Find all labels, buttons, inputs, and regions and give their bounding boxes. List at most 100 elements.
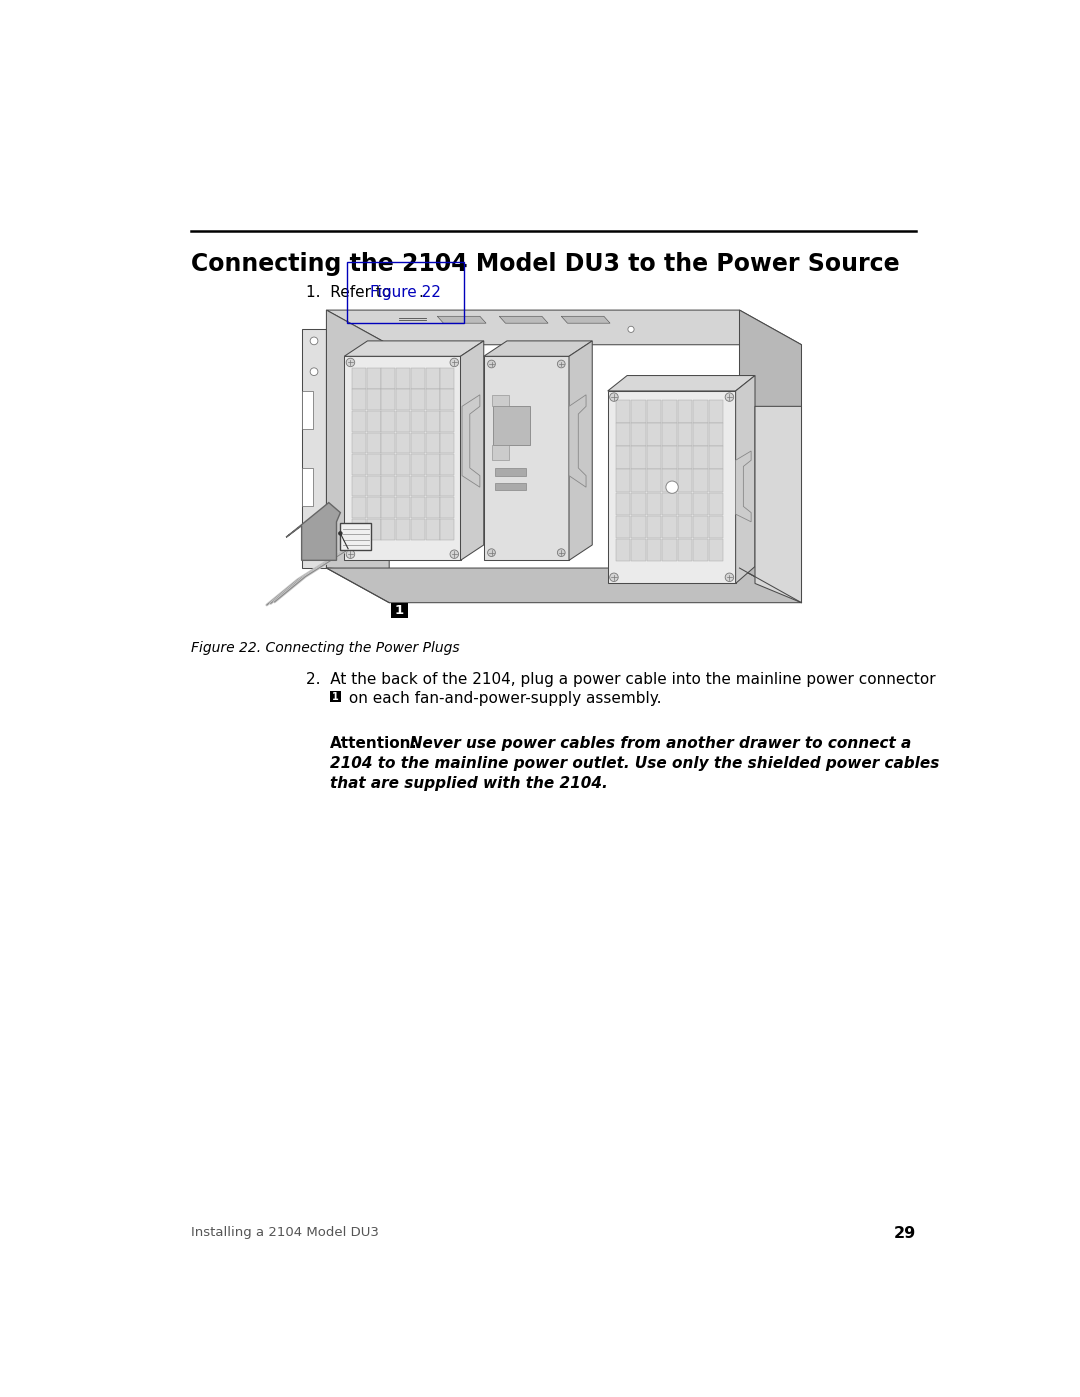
Polygon shape	[735, 376, 755, 584]
Circle shape	[347, 358, 354, 366]
Circle shape	[488, 549, 496, 556]
Bar	[410, 475, 424, 496]
Bar	[662, 400, 677, 422]
Bar	[631, 515, 646, 538]
Bar	[381, 390, 395, 411]
Bar	[662, 539, 677, 562]
Polygon shape	[491, 395, 509, 407]
Bar	[647, 447, 661, 469]
Bar	[631, 400, 646, 422]
Bar	[352, 454, 366, 475]
Polygon shape	[496, 483, 526, 489]
Bar	[426, 390, 440, 411]
Text: Never use power cables from another drawer to connect a: Never use power cables from another draw…	[394, 736, 912, 752]
Circle shape	[450, 550, 459, 559]
Bar	[396, 390, 410, 411]
Bar	[441, 475, 455, 496]
Bar	[662, 423, 677, 446]
Bar	[631, 493, 646, 515]
Polygon shape	[491, 444, 509, 460]
Bar	[441, 454, 455, 475]
Bar	[616, 515, 631, 538]
Bar	[616, 469, 631, 492]
Text: 2.  At the back of the 2104, plug a power cable into the mainline power connecto: 2. At the back of the 2104, plug a power…	[306, 672, 935, 687]
Polygon shape	[301, 391, 313, 429]
Bar	[441, 433, 455, 453]
Polygon shape	[499, 316, 548, 323]
Bar	[410, 411, 424, 432]
Circle shape	[725, 573, 733, 581]
Polygon shape	[460, 341, 484, 560]
Bar	[367, 518, 380, 539]
Bar	[708, 400, 724, 422]
Circle shape	[310, 549, 318, 556]
Bar	[441, 497, 455, 518]
Bar	[381, 454, 395, 475]
Bar	[352, 497, 366, 518]
Polygon shape	[462, 395, 480, 488]
Bar	[396, 367, 410, 388]
Bar	[381, 411, 395, 432]
Circle shape	[725, 393, 733, 401]
Text: 1: 1	[333, 692, 339, 701]
Polygon shape	[326, 569, 801, 602]
Bar	[631, 469, 646, 492]
Bar	[367, 475, 380, 496]
Bar	[396, 411, 410, 432]
Bar	[426, 454, 440, 475]
Bar	[396, 475, 410, 496]
Bar	[330, 692, 341, 703]
Bar	[426, 518, 440, 539]
Circle shape	[310, 337, 318, 345]
Circle shape	[339, 532, 342, 535]
Bar	[677, 539, 692, 562]
Bar	[367, 454, 380, 475]
Bar	[352, 390, 366, 411]
Bar	[410, 497, 424, 518]
Bar	[381, 433, 395, 453]
Polygon shape	[608, 376, 755, 391]
Bar	[396, 454, 410, 475]
Bar	[441, 367, 455, 388]
Bar	[352, 518, 366, 539]
Bar	[426, 475, 440, 496]
Bar	[631, 539, 646, 562]
Polygon shape	[301, 330, 326, 569]
Bar	[693, 515, 707, 538]
Polygon shape	[326, 310, 801, 345]
Polygon shape	[326, 310, 389, 571]
Bar	[396, 518, 410, 539]
Bar	[441, 411, 455, 432]
Bar	[381, 475, 395, 496]
Bar	[367, 411, 380, 432]
Polygon shape	[735, 451, 751, 522]
Bar	[647, 493, 661, 515]
Circle shape	[666, 481, 678, 493]
Bar	[391, 602, 408, 617]
Circle shape	[488, 360, 496, 367]
Bar	[693, 493, 707, 515]
Bar	[647, 469, 661, 492]
Bar	[693, 539, 707, 562]
Bar	[616, 539, 631, 562]
Bar	[616, 493, 631, 515]
Text: .: .	[419, 285, 423, 300]
Bar	[708, 539, 724, 562]
Bar	[410, 454, 424, 475]
Text: that are supplied with the 2104.: that are supplied with the 2104.	[330, 775, 608, 791]
Circle shape	[310, 518, 318, 525]
Bar	[352, 411, 366, 432]
Polygon shape	[496, 468, 526, 475]
Bar	[708, 469, 724, 492]
Polygon shape	[740, 310, 801, 602]
Bar	[396, 497, 410, 518]
Bar	[647, 515, 661, 538]
Circle shape	[557, 360, 565, 367]
Bar	[352, 433, 366, 453]
Polygon shape	[755, 407, 801, 602]
Text: 1: 1	[394, 604, 404, 617]
Text: Attention:: Attention:	[330, 736, 418, 752]
Circle shape	[450, 358, 459, 366]
Polygon shape	[437, 316, 486, 323]
Bar	[426, 433, 440, 453]
